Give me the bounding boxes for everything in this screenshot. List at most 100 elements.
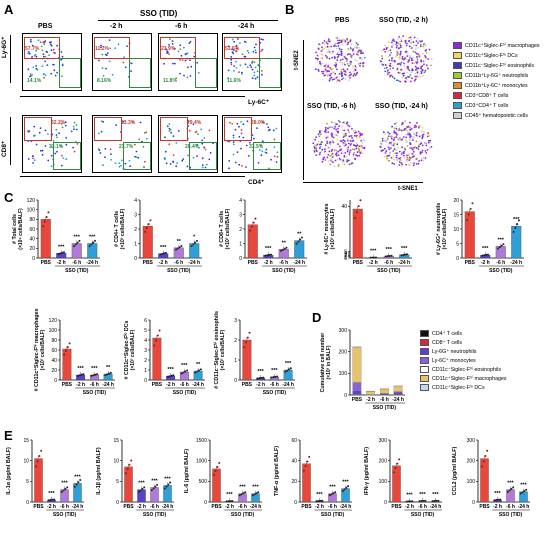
data-point [169,481,172,484]
data-point [374,256,377,259]
flow-plot-r2-c2: 13.3% 23.7% [92,115,152,173]
data-point [481,254,484,257]
x-tick-label: -2 h [493,504,502,510]
significance-stars: ** [177,239,182,245]
panel-d-legend-item: Ly-6C⁺ monocytes [420,357,476,364]
data-point [175,248,178,251]
data-point [161,252,164,255]
bar-0 [124,466,133,503]
data-point [343,488,346,491]
data-point [321,499,324,502]
data-point [258,377,261,380]
significance-stars: *** [507,481,514,487]
data-point [43,220,46,223]
x-tick-label: -24 h [510,260,522,266]
x-tick-label: -2 h [47,504,56,510]
flow-plot-r1-c3: 23.9% 11.8% [158,33,218,91]
data-point [431,500,434,503]
y-tick-label: 0 [116,500,119,506]
data-point [437,499,440,502]
y-tick-label: 80 [51,338,57,344]
data-point [354,216,357,219]
y-tick-label: 0 [239,256,242,262]
data-point [163,487,166,490]
data-point [480,465,483,468]
data-point [516,223,519,226]
data-point [357,205,360,208]
data-point [355,210,358,213]
x-tick-label: -24 h [188,260,200,266]
data-point [64,487,67,490]
data-point [104,374,107,377]
panel-d-legend-item: CD8⁺ T cells [420,339,462,346]
bar-0 [34,458,43,503]
data-point [347,485,350,488]
data-point [76,241,79,244]
gate-green [129,58,151,88]
bar-0 [40,219,51,259]
significance-stars: *** [432,492,439,498]
legend-label: CD11c⁺Siglec-Fˡᵒ DCs [432,384,485,391]
data-point [467,213,470,216]
y-tick-label: 2 [344,253,347,259]
data-point [248,331,251,334]
tsne-plot-3 [379,120,433,168]
data-point [257,491,260,494]
x-tick-label: -6 h [238,504,247,510]
data-point [422,499,425,502]
y-tick-label: 100 [49,328,58,334]
data-point [402,253,405,256]
x-tick-label: -6 h [180,382,189,388]
y-tick-label: 1 [234,358,237,364]
gate-red [24,117,52,141]
data-point [404,253,407,256]
y-tick-label: 100 [339,371,348,377]
data-point [190,245,193,248]
data-point [152,487,155,490]
legend-swatch [420,375,429,382]
data-point [396,462,399,465]
y-tick-label: 0 [144,378,147,384]
significance-stars: ** [106,365,111,371]
significance-stars: *** [181,363,188,369]
y-tick-label: 60 [29,227,35,233]
x-tick-label: -24 h [86,260,98,266]
data-point [195,239,198,242]
y-axis-label: TNF-α (pg/ml BALF) [274,446,280,496]
chart-e2: 0 5 10 15 IL-1β (pg/ml BALF) *** *** *** PBS -2 h… [96,438,174,518]
data-point [498,246,501,249]
y-tick-label: 1500 [196,438,207,444]
data-point [394,467,397,470]
data-point [62,251,65,254]
y-tick-label: 1 [134,241,137,247]
data-point [264,254,267,257]
y-tick-label: 0 [294,500,297,506]
tsne-title-3: SSO (TID, -24 h) [375,103,428,110]
stack-segment [352,382,362,392]
data-point [262,376,265,379]
row1-xaxis-arrow [20,96,245,97]
y-tick-label: 100 [379,479,388,485]
data-point [137,490,140,493]
x-tick-label: PBS [479,504,490,510]
data-point [227,500,230,503]
data-point [42,225,45,228]
data-point [238,494,241,497]
flow-plot-r1-c4: 53.5% 11.6% [222,33,282,91]
data-point [255,492,258,495]
data-point [506,490,509,493]
data-point [486,449,489,452]
x-tick-label: -2 h [137,504,146,510]
data-point [512,230,515,233]
data-point [78,374,81,377]
gate-green [59,58,81,88]
y-tick-label: 2 [134,227,137,233]
data-point [289,367,292,370]
significance-stars: *** [226,492,233,498]
legend-swatch [453,72,462,79]
data-point [330,493,333,496]
x-tick-label: -24 h [192,382,204,388]
tsne-legend-item: CD11b⁺Ly-6C⁺ monocytes [453,82,528,89]
data-point [525,488,528,491]
x-tick-label: PBS [143,260,154,266]
